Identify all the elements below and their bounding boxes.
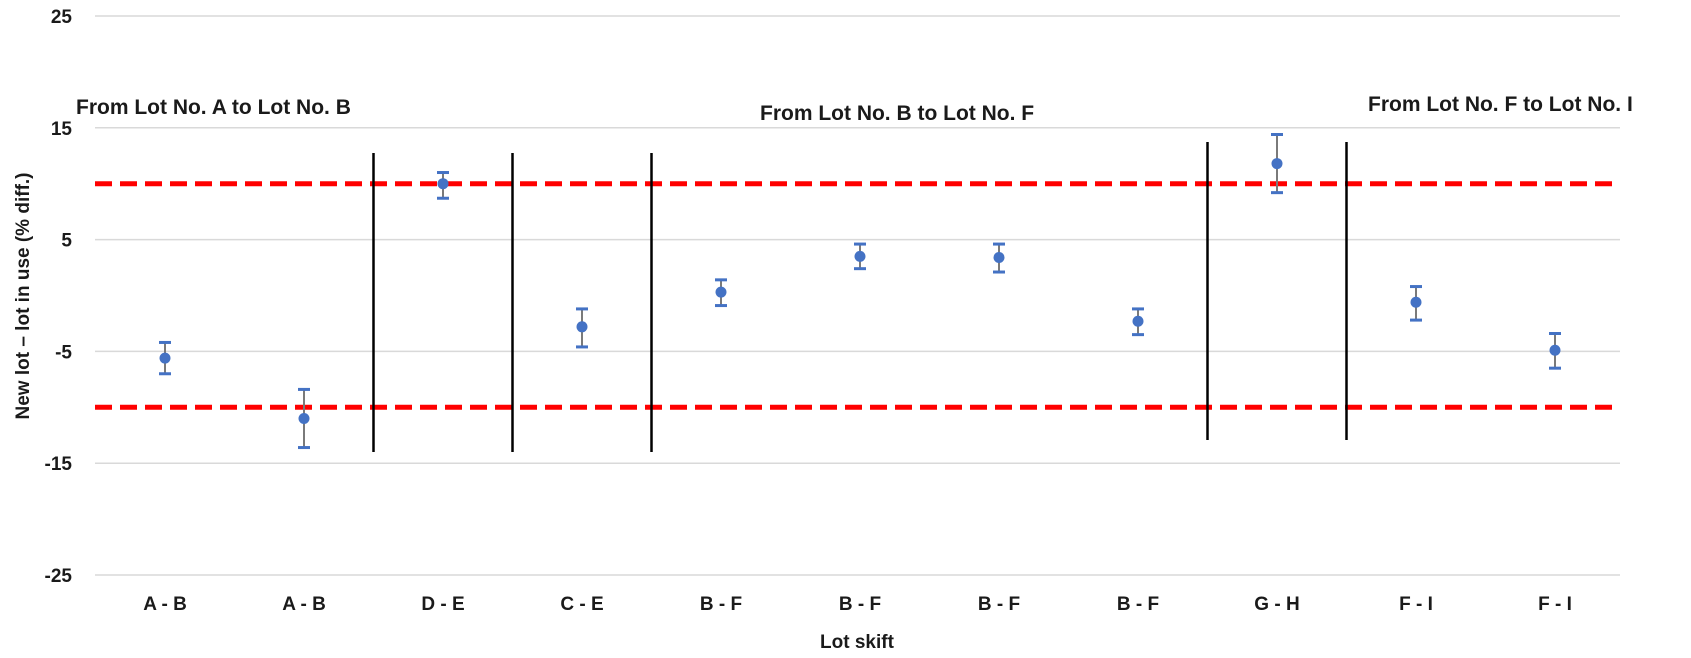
y-tick-label: 25 xyxy=(51,7,73,28)
data-point xyxy=(1410,296,1422,308)
y-tick-label: -15 xyxy=(45,454,73,475)
x-tick-label: A - B xyxy=(143,594,187,615)
y-tick-label: -25 xyxy=(45,566,73,587)
x-tick-label: D - E xyxy=(421,594,464,615)
data-point xyxy=(1132,315,1144,327)
data-point xyxy=(715,286,727,298)
data-point xyxy=(159,352,171,364)
y-tick-label: 5 xyxy=(61,231,72,252)
x-tick-label: B - F xyxy=(700,594,742,615)
data-point xyxy=(854,250,866,262)
y-tick-label: 15 xyxy=(51,119,73,140)
data-point xyxy=(576,321,588,333)
x-tick-label: F - I xyxy=(1538,594,1572,615)
region-annotation: From Lot No. A to Lot No. B xyxy=(76,96,351,119)
x-tick-label: B - F xyxy=(839,594,881,615)
region-annotation: From Lot No. B to Lot No. F xyxy=(760,102,1034,125)
x-axis-title: Lot skift xyxy=(820,632,895,653)
y-tick-label: -5 xyxy=(55,342,72,363)
x-tick-label: B - F xyxy=(978,594,1020,615)
x-tick-label: B - F xyxy=(1117,594,1159,615)
data-point xyxy=(437,178,449,190)
x-tick-label: F - I xyxy=(1399,594,1433,615)
x-tick-label: G - H xyxy=(1254,594,1299,615)
y-axis-title: New lot – lot in use (% diff.) xyxy=(13,173,34,420)
data-point xyxy=(1549,344,1561,356)
data-point xyxy=(1271,158,1283,170)
region-annotation: From Lot No. F to Lot No. I xyxy=(1368,93,1633,116)
data-point xyxy=(993,251,1005,263)
data-point xyxy=(298,412,310,424)
x-tick-label: C - E xyxy=(560,594,603,615)
x-tick-label: A - B xyxy=(282,594,326,615)
